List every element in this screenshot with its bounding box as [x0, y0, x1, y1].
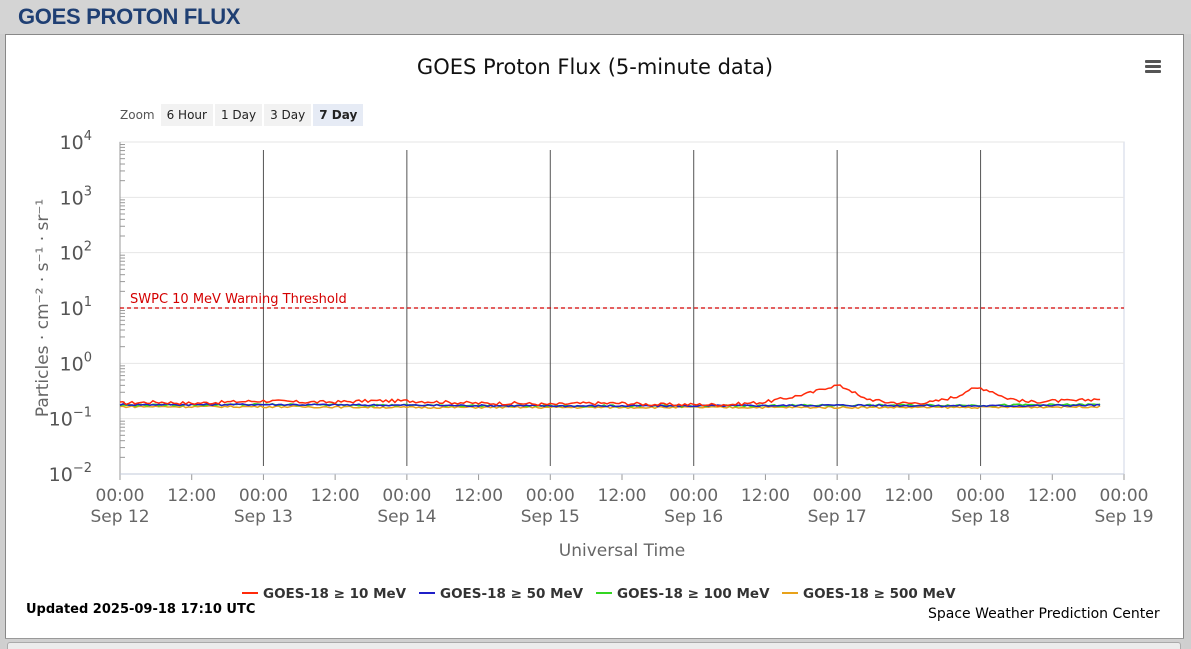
x-tick-date-label: Sep 12: [90, 507, 149, 527]
y-tick-label: 104: [60, 129, 92, 154]
x-tick-time-label: 00:00: [382, 486, 431, 506]
chart-title: GOES Proton Flux (5-minute data): [417, 55, 773, 79]
x-tick-time-label: 12:00: [454, 486, 503, 506]
page-title: GOES PROTON FLUX: [18, 4, 241, 29]
legend: GOES-18 ≥ 10 MeV GOES-18 ≥ 50 MeV GOES-18 …: [242, 586, 956, 602]
zoom-3-day-button[interactable]: 3 Day: [264, 104, 312, 126]
y-tick-label: 10−1: [49, 406, 92, 431]
legend-label: GOES-18 ≥ 50 MeV: [440, 586, 584, 602]
x-tick-time-label: 12:00: [741, 486, 790, 506]
y-tick-label: 100: [60, 350, 92, 375]
x-tick-time-label: 00:00: [526, 486, 575, 506]
x-tick-date-label: Sep 18: [951, 507, 1010, 527]
x-tick-date-label: Sep 19: [1094, 507, 1153, 527]
credit-text: Space Weather Prediction Center: [928, 606, 1160, 622]
y-axis-title: Particles · cm⁻² · s⁻¹ · sr⁻¹: [33, 199, 53, 417]
x-tick-date-label: Sep 14: [377, 507, 436, 527]
legend-label: GOES-18 ≥ 500 MeV: [803, 586, 956, 602]
x-tick-time-label: 00:00: [96, 486, 145, 506]
zoom-label: Zoom: [120, 108, 155, 122]
x-tick-time-label: 12:00: [884, 486, 933, 506]
zoom-controls: Zoom 6 Hour 1 Day 3 Day 7 Day: [120, 104, 365, 126]
chart-panel: [5, 34, 1184, 639]
x-axis-title: Universal Time: [559, 541, 685, 561]
x-tick-time-label: 12:00: [1028, 486, 1077, 506]
x-tick-time-label: 00:00: [1100, 486, 1149, 506]
page-header: GOES PROTON FLUX: [0, 0, 1191, 34]
next-panel-edge: [7, 642, 1181, 649]
x-tick-date-label: Sep 13: [234, 507, 293, 527]
x-tick-time-label: 00:00: [956, 486, 1005, 506]
zoom-6-hour-button[interactable]: 6 Hour: [160, 104, 213, 126]
warning-threshold-label: SWPC 10 MeV Warning Threshold: [130, 292, 347, 307]
zoom-1-day-button[interactable]: 1 Day: [214, 104, 263, 126]
zoom-7-day-button[interactable]: 7 Day: [313, 104, 364, 126]
y-tick-label: 103: [60, 184, 92, 209]
legend-label: GOES-18 ≥ 10 MeV: [263, 586, 407, 602]
x-tick-time-label: 12:00: [311, 486, 360, 506]
x-tick-date-label: Sep 16: [664, 507, 723, 527]
legend-label: GOES-18 ≥ 100 MeV: [617, 586, 770, 602]
x-tick-date-label: Sep 17: [808, 507, 867, 527]
updated-timestamp: Updated 2025-09-18 17:10 UTC: [26, 602, 256, 617]
x-tick-date-label: Sep 15: [521, 507, 580, 527]
y-tick-label: 10−2: [49, 461, 92, 486]
series-line-2: [119, 402, 1101, 408]
y-tick-label: 101: [60, 295, 92, 320]
x-tick-time-label: 00:00: [239, 486, 288, 506]
x-tick-time-label: 00:00: [813, 486, 862, 506]
y-tick-label: 102: [60, 240, 92, 265]
x-tick-time-label: 00:00: [669, 486, 718, 506]
hamburger-menu-icon[interactable]: [1145, 60, 1161, 74]
x-tick-time-label: 12:00: [167, 486, 216, 506]
series-line-1: [119, 384, 1101, 407]
series-line-4: [119, 404, 1101, 410]
x-tick-time-label: 12:00: [598, 486, 647, 506]
